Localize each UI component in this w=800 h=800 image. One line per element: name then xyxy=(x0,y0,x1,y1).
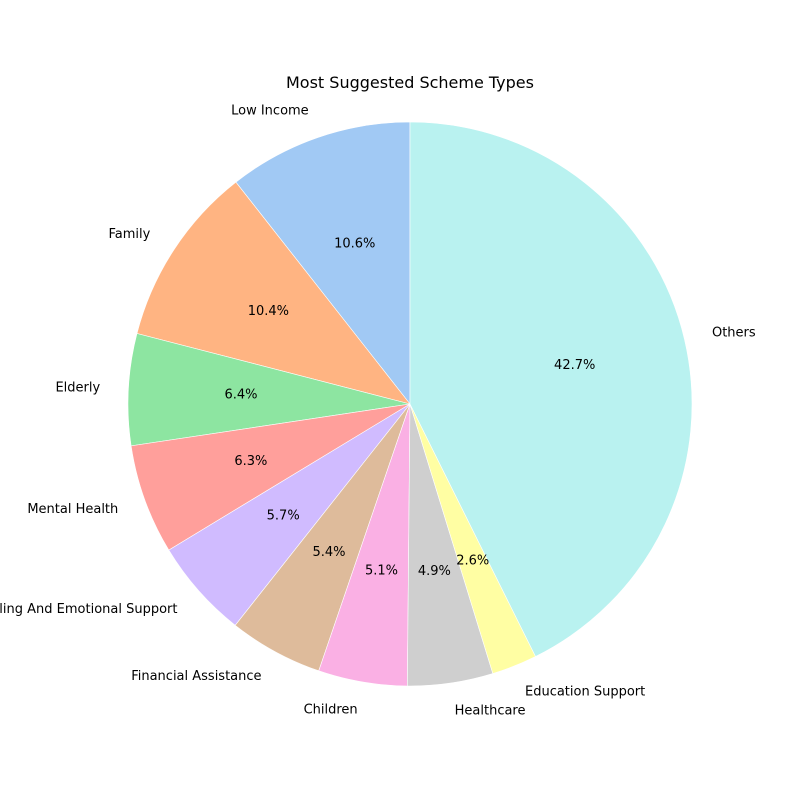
slice-label: Others xyxy=(712,326,756,341)
chart-title: Most Suggested Scheme Types xyxy=(286,73,534,92)
slice-label: Elderly xyxy=(55,380,100,395)
pie-slice-low-income xyxy=(235,121,411,405)
slice-percent-label: 2.6% xyxy=(456,554,489,569)
pie-labels: Low Income Family Elderly Mental Health Coun… xyxy=(0,103,756,718)
slice-label: Mental Health xyxy=(27,502,118,517)
slice-label: Financial Assistance xyxy=(131,669,261,684)
slice-label: Children xyxy=(304,702,358,717)
slice-percent-label: 5.4% xyxy=(313,545,346,560)
pie-slice-elderly xyxy=(127,333,411,447)
slice-percent-label: 5.7% xyxy=(267,509,300,524)
slice-percent-label: 10.4% xyxy=(248,304,289,319)
slice-percent-label: 5.1% xyxy=(365,563,398,578)
slice-percent-label: 42.7% xyxy=(554,358,595,373)
slice-percent-label: 4.9% xyxy=(418,564,451,579)
pie-slices xyxy=(127,121,693,687)
pie-percent-labels: 10.6% 10.4% 6.4% 6.3% 5.7% 5.4% 5.1% 4.9% 2.6% 42… xyxy=(225,237,596,579)
slice-label: Healthcare xyxy=(455,703,526,718)
slice-label: Family xyxy=(109,227,151,242)
slice-percent-label: 10.6% xyxy=(334,237,375,252)
slice-label: Counselling And Emotional Support xyxy=(0,602,177,617)
pie-slice-family xyxy=(136,181,411,405)
slice-percent-label: 6.4% xyxy=(225,388,258,403)
slice-label: Education Support xyxy=(525,685,645,700)
pie-slice-others xyxy=(409,121,693,657)
slice-percent-label: 6.3% xyxy=(234,454,267,469)
slice-label: Low Income xyxy=(231,103,309,118)
